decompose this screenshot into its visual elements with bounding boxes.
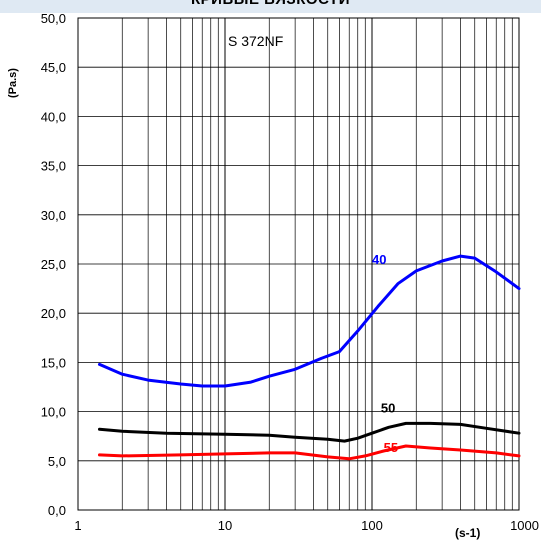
x-tick-label: 100 — [361, 518, 383, 533]
title-band: КРИВЫЕ ВЯЗКОСТИ — [0, 0, 541, 13]
series-line-55 — [98, 444, 521, 461]
x-tick-label: 10 — [218, 518, 232, 533]
x-tick-label: 1 — [74, 518, 81, 533]
y-tick-label: 45,0 — [41, 60, 66, 75]
y-tick-label: 0,0 — [48, 503, 66, 518]
chart-subtitle: S 372NF — [228, 33, 283, 49]
y-tick-label: 35,0 — [41, 159, 66, 174]
chart-title: КРИВЫЕ ВЯЗКОСТИ — [0, 0, 541, 8]
y-tick-label: 25,0 — [41, 257, 66, 272]
y-tick-label: 10,0 — [41, 405, 66, 420]
x-axis-label: (s-1) — [455, 526, 480, 540]
y-tick-label: 5,0 — [48, 454, 66, 469]
y-axis-label: (Pa.s) — [7, 68, 19, 98]
series-line-50 — [98, 421, 521, 443]
series-label-50: 50 — [381, 401, 395, 416]
y-tick-label: 30,0 — [41, 208, 66, 223]
x-tick-label: 1000 — [510, 518, 539, 533]
y-tick-label: 40,0 — [41, 109, 66, 124]
series-line-40 — [98, 254, 521, 388]
series-label-40: 40 — [372, 252, 386, 267]
y-tick-label: 50,0 — [41, 11, 66, 26]
y-tick-label: 15,0 — [41, 355, 66, 370]
y-tick-label: 20,0 — [41, 306, 66, 321]
series-label-55: 55 — [384, 440, 398, 455]
grid — [77, 17, 520, 511]
axis-labels: 0,0 5,0 10,0 15,0 20,0 25,0 30,0 35,0 40,0 45,0 50… — [41, 11, 539, 533]
series-lines: 40 50 55 — [98, 252, 521, 461]
